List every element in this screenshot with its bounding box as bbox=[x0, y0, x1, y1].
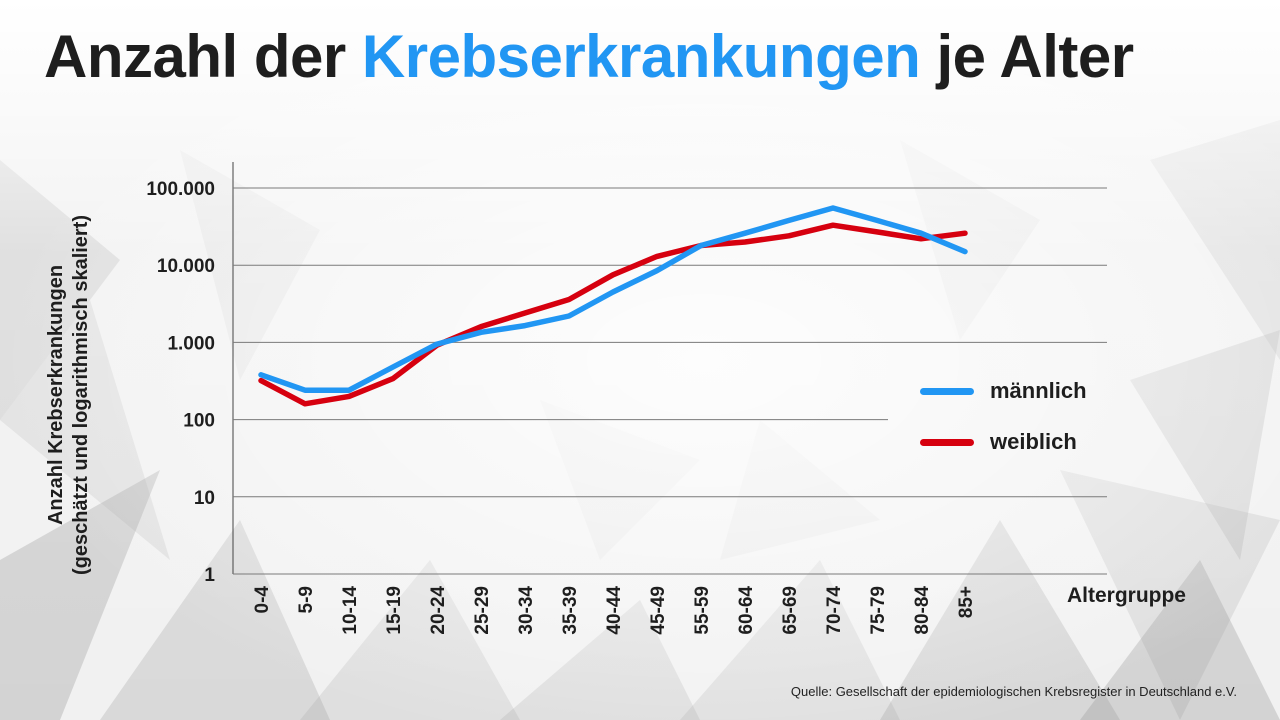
y-axis-sublabel: (geschätzt und logarithmisch skaliert) bbox=[70, 215, 92, 575]
x-tick-label: 60-64 bbox=[736, 586, 757, 635]
y-axis-label: Anzahl Krebserkrankungen bbox=[45, 265, 67, 525]
x-tick-label: 0-4 bbox=[252, 586, 273, 614]
x-tick-label: 25-29 bbox=[472, 586, 493, 635]
x-tick-label: 55-59 bbox=[692, 586, 713, 635]
series-line-weiblich bbox=[258, 222, 968, 407]
chart-title: Anzahl der Krebserkrankungen je Alter bbox=[44, 22, 1244, 91]
title-part1: Anzahl der bbox=[44, 23, 346, 90]
x-tick-label: 15-19 bbox=[384, 586, 405, 635]
x-tick-label: 70-74 bbox=[824, 586, 845, 635]
y-tick-label: 100.000 bbox=[146, 179, 215, 200]
x-axis-label: Altergruppe bbox=[1067, 584, 1186, 607]
legend-label-weiblich: weiblich bbox=[990, 429, 1077, 454]
x-tick-label: 10-14 bbox=[340, 586, 361, 635]
title-highlight: Krebserkrankungen bbox=[361, 23, 921, 90]
x-tick-label: 20-24 bbox=[428, 586, 449, 635]
source-note: Quelle: Gesellschaft der epidemiologisch… bbox=[790, 684, 1237, 699]
y-tick-label: 1 bbox=[204, 565, 215, 586]
legend-swatch-maennlich bbox=[920, 388, 974, 395]
x-tick-label: 45-49 bbox=[648, 586, 669, 635]
legend-label-maennlich: männlich bbox=[990, 378, 1087, 403]
x-tick-label: 35-39 bbox=[560, 586, 581, 635]
x-tick-label: 5-9 bbox=[296, 586, 317, 613]
y-tick-label: 100 bbox=[183, 411, 215, 432]
y-tick-label: 1.000 bbox=[167, 333, 215, 354]
legend-swatch-weiblich bbox=[920, 439, 974, 446]
x-tick-label: 80-84 bbox=[912, 586, 933, 635]
x-tick-label: 75-79 bbox=[868, 586, 889, 635]
series-line-maennlich bbox=[258, 205, 968, 393]
title-part2: je Alter bbox=[936, 23, 1134, 90]
y-tick-label: 10.000 bbox=[157, 256, 215, 277]
x-tick-label: 65-69 bbox=[780, 586, 801, 635]
x-tick-label: 30-34 bbox=[516, 586, 537, 635]
y-tick-label: 10 bbox=[194, 488, 215, 509]
x-tick-label: 40-44 bbox=[604, 586, 625, 635]
x-tick-label: 85+ bbox=[956, 586, 977, 618]
